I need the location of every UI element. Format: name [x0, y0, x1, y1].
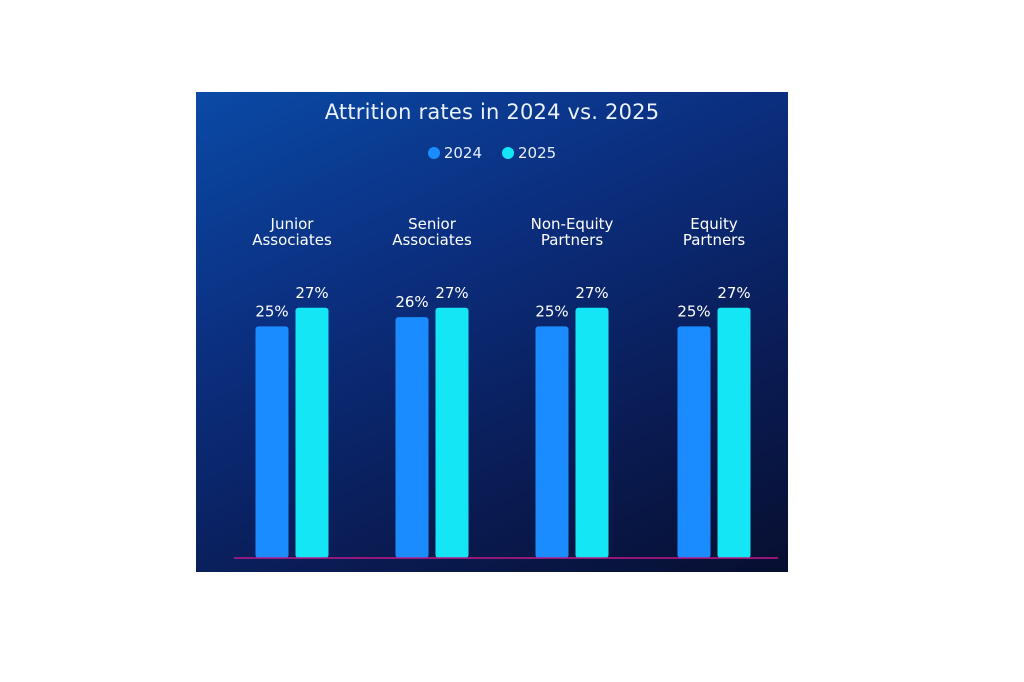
bar-group-3: Equity Partners 25% 27%: [677, 215, 751, 558]
data-label-2024-1: 26%: [395, 293, 428, 311]
category-label-line: Partners: [541, 231, 604, 249]
data-label-2024-0: 25%: [255, 302, 288, 320]
bar-group-1: Senior Associates 26% 27%: [392, 215, 472, 558]
data-label-2025-3: 27%: [717, 284, 750, 302]
category-label-1: Senior Associates: [392, 215, 472, 249]
legend-swatch-2024: [427, 147, 440, 159]
legend-label-2024: 2024: [443, 144, 482, 162]
category-label-line: Senior: [408, 215, 457, 233]
chart-panel: Attrition rates in 2024 vs. 2025 2024 20…: [196, 92, 788, 572]
category-label-0: Junior Associates: [252, 215, 332, 249]
category-label-line: Associates: [252, 231, 332, 249]
bar-2024-1: [395, 317, 429, 558]
bar-group-0: Junior Associates 25% 27%: [252, 215, 332, 558]
data-label-2025-0: 27%: [295, 284, 328, 302]
category-label-3: Equity Partners: [683, 215, 746, 249]
bar-2025-3: [717, 307, 751, 558]
legend-swatch-2025: [502, 147, 514, 159]
category-label-2: Non-Equity Partners: [531, 215, 614, 249]
bar-2025-1: [435, 307, 469, 558]
bar-2025-2: [575, 307, 609, 558]
bar-2024-0: [255, 326, 289, 558]
category-label-line: Associates: [392, 231, 472, 249]
category-label-line: Equity: [690, 215, 738, 233]
legend-item-2024: 2024: [427, 144, 482, 162]
category-label-line: Partners: [683, 231, 746, 249]
bar-2024-2: [535, 326, 569, 558]
category-label-line: Junior: [270, 215, 315, 233]
data-label-2024-3: 25%: [677, 302, 710, 320]
data-label-2024-2: 25%: [535, 302, 568, 320]
data-label-2025-2: 27%: [575, 284, 608, 302]
bar-2024-3: [677, 326, 711, 558]
legend: 2024 2025: [196, 144, 788, 162]
chart-title: Attrition rates in 2024 vs. 2025: [324, 100, 660, 124]
bar-group-2: Non-Equity Partners 25% 27%: [531, 215, 614, 558]
bar-2025-0: [295, 307, 329, 558]
category-label-line: Non-Equity: [531, 215, 614, 233]
legend-item-2025: 2025: [502, 144, 556, 162]
legend-label-2025: 2025: [518, 144, 557, 162]
data-label-2025-1: 27%: [435, 284, 468, 302]
